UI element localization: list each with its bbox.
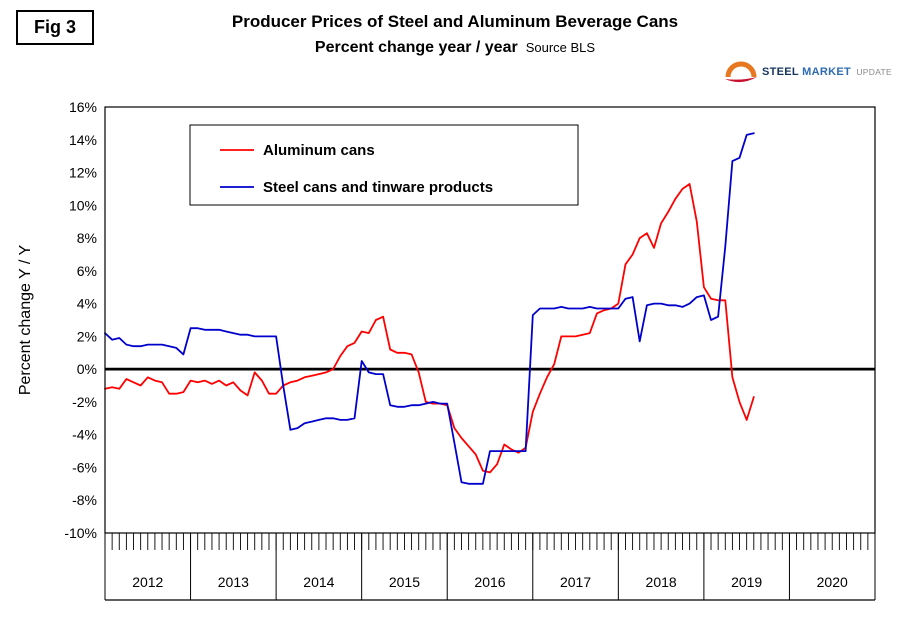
legend-box: Aluminum cans Steel cans and tinware pro…: [189, 124, 579, 206]
logo-steel: STEEL: [762, 66, 799, 78]
svg-text:-8%: -8%: [72, 492, 97, 508]
svg-text:2015: 2015: [389, 574, 420, 590]
smu-logo: STEEL MARKET UPDATE: [724, 60, 892, 84]
y-axis-label: Percent change Y / Y: [17, 245, 34, 396]
svg-text:2%: 2%: [77, 328, 97, 344]
source-label: Source BLS: [525, 40, 596, 55]
logo-market: MARKET: [802, 66, 851, 78]
svg-text:6%: 6%: [77, 263, 97, 279]
svg-text:2012: 2012: [132, 574, 163, 590]
series-line-1: [104, 132, 755, 485]
monthly-ticks: [104, 533, 876, 550]
plot-border: [104, 106, 876, 534]
svg-text:-10%: -10%: [64, 525, 97, 541]
series-line-0: [104, 183, 755, 474]
svg-text:8%: 8%: [77, 230, 97, 246]
svg-text:16%: 16%: [69, 99, 97, 115]
svg-text:2016: 2016: [474, 574, 505, 590]
logo-text: STEEL MARKET UPDATE: [762, 66, 892, 78]
svg-text:10%: 10%: [69, 197, 97, 213]
chart-title: Producer Prices of Steel and Aluminum Be…: [231, 12, 679, 31]
svg-text:12%: 12%: [69, 165, 97, 181]
chart-subtitle-text: Percent change year / year: [314, 39, 518, 56]
svg-text:2020: 2020: [817, 574, 848, 590]
svg-text:4%: 4%: [77, 296, 97, 312]
svg-text:2013: 2013: [218, 574, 249, 590]
y-tick-labels: 16% 14% 12% 10% 8% 6% 4% 2% 0% -2% -4% -6% -8% -10%: [64, 99, 97, 541]
svg-text:2018: 2018: [646, 574, 677, 590]
chart-area: 16% 14% 12% 10% 8% 6% 4% 2% 0% -2% -4% -6% -8% -10% 20…: [0, 95, 910, 627]
smu-logo-icon: [725, 61, 757, 83]
svg-text:14%: 14%: [69, 132, 97, 148]
svg-text:2014: 2014: [303, 574, 334, 590]
chart-header: Producer Prices of Steel and Aluminum Be…: [0, 12, 910, 57]
svg-text:2019: 2019: [731, 574, 762, 590]
svg-text:2017: 2017: [560, 574, 591, 590]
svg-text:-4%: -4%: [72, 427, 97, 443]
logo-update: UPDATE: [856, 67, 892, 77]
legend-label-aluminum: Aluminum cans: [263, 142, 375, 159]
figure-label: Fig 3: [16, 10, 95, 45]
legend-label-steel: Steel cans and tinware products: [263, 179, 493, 196]
svg-text:0%: 0%: [77, 361, 97, 377]
x-axis-years: 2012 2013 2014 2015 2016 2017 2018 2019 2020: [104, 533, 876, 601]
legend-frame: [189, 124, 579, 206]
chart-svg: 16% 14% 12% 10% 8% 6% 4% 2% 0% -2% -4% -6% -8% -10% 20…: [17, 99, 876, 601]
svg-text:-6%: -6%: [72, 459, 97, 475]
chart-subtitle: Percent change year / year Source BLS: [0, 39, 910, 57]
svg-text:-2%: -2%: [72, 394, 97, 410]
generated-plot: 16% 14% 12% 10% 8% 6% 4% 2% 0% -2% -4% -6% -8% -10% 20…: [64, 99, 876, 601]
